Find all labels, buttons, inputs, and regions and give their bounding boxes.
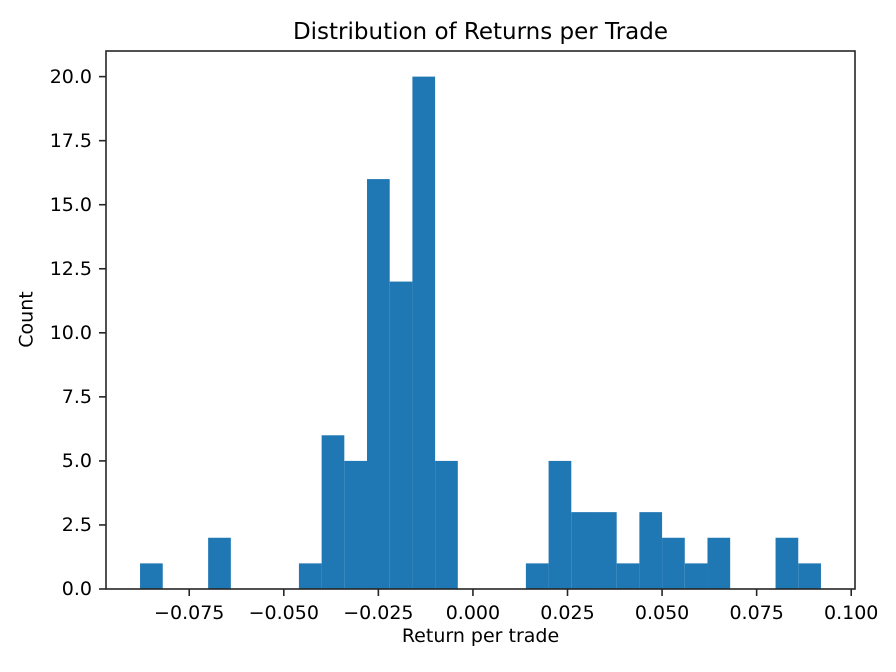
y-tick-label: 5.0 xyxy=(61,449,92,472)
histogram-bar xyxy=(571,512,594,589)
histogram-bar xyxy=(344,460,368,589)
y-tick-label: 15.0 xyxy=(49,193,92,216)
histogram-bar xyxy=(798,563,821,589)
histogram-bar xyxy=(412,76,436,590)
histogram-bar xyxy=(367,179,390,589)
x-tick-label: −0.075 xyxy=(154,602,225,624)
y-tick-label: 10.0 xyxy=(49,321,92,344)
histogram-bar xyxy=(548,460,572,589)
x-tick-label: 0.100 xyxy=(824,602,879,624)
histogram-bar xyxy=(298,563,322,589)
histogram-bar xyxy=(208,537,231,589)
x-axis-label: Return per trade xyxy=(401,625,560,647)
chart-title: Distribution of Returns per Trade xyxy=(292,19,669,45)
x-tick-label: 0.000 xyxy=(445,602,501,624)
y-tick-label: 12.5 xyxy=(49,257,92,280)
histogram-bar xyxy=(662,537,685,589)
x-tick-label: −0.050 xyxy=(248,602,319,624)
x-tick-label: 0.050 xyxy=(634,602,690,624)
y-tick-label: 17.5 xyxy=(49,129,92,152)
histogram-bar xyxy=(616,563,640,589)
x-tick-label: 0.075 xyxy=(729,602,784,624)
y-tick-label: 20.0 xyxy=(49,65,92,88)
x-tick-label: −0.025 xyxy=(343,602,414,624)
histogram-bar xyxy=(639,512,663,589)
y-tick-label: 0.0 xyxy=(61,578,92,600)
histogram-bar xyxy=(593,512,617,589)
histogram-bar xyxy=(684,563,708,589)
histogram-bar xyxy=(435,460,458,589)
histogram-bar xyxy=(140,563,163,589)
histogram-bar xyxy=(707,537,731,589)
histogram-bar xyxy=(525,563,549,589)
x-tick-label: 0.025 xyxy=(540,602,595,624)
histogram-bar xyxy=(389,281,413,589)
histogram-bar xyxy=(321,435,345,589)
y-tick-label: 2.5 xyxy=(61,513,92,536)
histogram-bar xyxy=(775,537,799,589)
y-tick-label: 7.5 xyxy=(61,385,92,408)
plot-frame xyxy=(105,50,856,590)
